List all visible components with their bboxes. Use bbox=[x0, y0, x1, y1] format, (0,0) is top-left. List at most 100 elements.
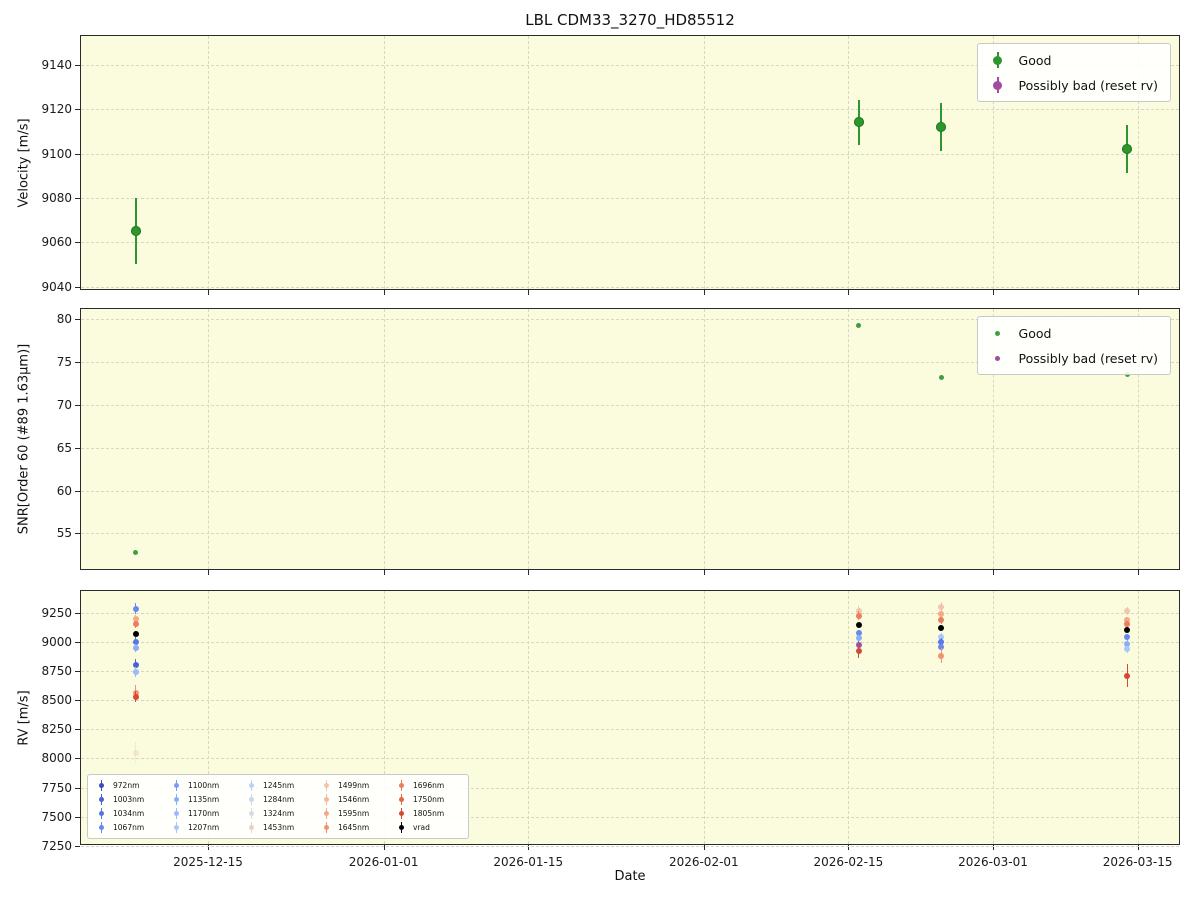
y-tick-mark bbox=[75, 490, 80, 492]
legend-entry: 1546nm bbox=[322, 793, 384, 806]
legend-marker-dot bbox=[986, 349, 1010, 367]
legend-entry: Possibly bad (reset rv) bbox=[986, 74, 1158, 96]
grid-line-horizontal bbox=[81, 109, 1179, 111]
legend-entry: 1067nm bbox=[97, 821, 159, 834]
y-tick-label: 9040 bbox=[41, 279, 72, 294]
x-tick-mark bbox=[208, 570, 210, 575]
y-tick-mark bbox=[75, 109, 80, 111]
y-tick-mark bbox=[75, 670, 80, 672]
grid-line-horizontal bbox=[81, 286, 1179, 288]
data-point bbox=[936, 121, 947, 132]
legend-marker bbox=[247, 780, 256, 791]
y-tick-mark bbox=[75, 846, 80, 847]
grid-line-vertical bbox=[1137, 36, 1139, 289]
data-point bbox=[855, 635, 862, 642]
legend-entry: 1034nm bbox=[97, 807, 159, 820]
data-point bbox=[938, 617, 945, 624]
y-tick-label: 9080 bbox=[41, 190, 72, 205]
grid-line-vertical bbox=[993, 309, 995, 569]
data-point bbox=[132, 645, 139, 652]
legend-marker bbox=[247, 808, 256, 819]
x-tick-label: 2026-02-01 bbox=[668, 855, 739, 869]
data-point bbox=[132, 630, 139, 637]
y-tick-label: 9140 bbox=[41, 57, 72, 72]
legend-column: 972nm 1003nm 1034nm 1067nm bbox=[97, 779, 159, 834]
legend-column: 1100nm 1135nm 1170nm 1207nm bbox=[172, 779, 234, 834]
grid-line-vertical bbox=[383, 36, 385, 289]
legend-entry-label: 1546nm bbox=[338, 795, 370, 804]
legend-marker bbox=[172, 822, 181, 833]
legend-marker-dot bbox=[993, 55, 1003, 65]
legend-marker bbox=[322, 822, 331, 833]
legend-entry: 1696nm bbox=[397, 779, 459, 792]
x-tick-mark bbox=[848, 290, 850, 295]
y-tick-mark bbox=[75, 787, 80, 789]
data-point bbox=[855, 622, 862, 629]
legend-marker bbox=[97, 808, 106, 819]
x-tick-mark bbox=[993, 570, 995, 575]
data-point bbox=[132, 749, 139, 756]
legend-marker-dot bbox=[99, 783, 104, 788]
grid-line-vertical bbox=[383, 591, 385, 844]
y-tick-mark bbox=[75, 362, 80, 364]
legend-entry: Good bbox=[986, 322, 1158, 344]
grid-line-vertical bbox=[383, 309, 385, 569]
data-point bbox=[132, 669, 139, 676]
x-tick-label: 2026-02-15 bbox=[813, 855, 884, 869]
legend-marker-dot bbox=[249, 797, 254, 802]
grid-line-horizontal bbox=[81, 816, 1179, 818]
x-tick-mark bbox=[1137, 570, 1139, 575]
x-tick-mark bbox=[383, 290, 385, 295]
legend-entry-label: Possibly bad (reset rv) bbox=[1018, 350, 1158, 366]
data-point bbox=[132, 605, 139, 612]
legend-marker bbox=[247, 794, 256, 805]
x-tick-mark bbox=[993, 290, 995, 295]
y-tick-mark bbox=[75, 641, 80, 643]
grid-line-horizontal bbox=[81, 533, 1179, 535]
legend-entry-label: 1324nm bbox=[263, 809, 295, 818]
grid-line-horizontal bbox=[81, 319, 1179, 321]
grid-line-horizontal bbox=[81, 670, 1179, 672]
legend-marker-dot bbox=[324, 797, 329, 802]
legend-marker-errorbar bbox=[986, 51, 1010, 69]
legend-entry-label: 1135nm bbox=[188, 795, 220, 804]
legend-entry: 1100nm bbox=[172, 779, 234, 792]
x-tick-mark bbox=[383, 845, 385, 850]
legend-marker-dot bbox=[99, 797, 104, 802]
y-tick-label: 7500 bbox=[41, 809, 72, 824]
legend: Good Possibly bad (reset rv) bbox=[976, 316, 1171, 375]
x-tick-label: 2026-01-01 bbox=[348, 855, 419, 869]
legend-marker bbox=[322, 794, 331, 805]
legend-marker-dot bbox=[249, 825, 254, 830]
x-tick-mark bbox=[528, 290, 530, 295]
legend-marker-dot bbox=[324, 825, 329, 830]
grid-line-vertical bbox=[848, 309, 850, 569]
legend-entry: 1324nm bbox=[247, 807, 309, 820]
x-tick-mark bbox=[848, 570, 850, 575]
data-point bbox=[938, 652, 945, 659]
grid-line-horizontal bbox=[81, 242, 1179, 244]
x-tick-mark bbox=[383, 570, 385, 575]
legend-marker-dot bbox=[174, 825, 179, 830]
x-tick-label: 2026-01-15 bbox=[493, 855, 564, 869]
legend-marker bbox=[247, 822, 256, 833]
data-point bbox=[132, 638, 139, 645]
grid-line-vertical bbox=[848, 36, 850, 289]
legend-entry: 1284nm bbox=[247, 793, 309, 806]
legend-entry-label: 1696nm bbox=[413, 781, 445, 790]
legend-marker-dot bbox=[324, 811, 329, 816]
legend-entry-label: 1034nm bbox=[113, 809, 145, 818]
legend: 972nm 1003nm 1034nm 1067nm 1100nm 1135nm 1170n… bbox=[87, 774, 469, 839]
data-point bbox=[1124, 617, 1131, 624]
y-tick-mark bbox=[75, 64, 80, 66]
y-tick-mark bbox=[75, 612, 80, 614]
legend-entry-label: 1645nm bbox=[338, 823, 370, 832]
grid-line-vertical bbox=[703, 36, 705, 289]
data-point bbox=[938, 633, 945, 640]
legend-entry: vrad bbox=[397, 821, 459, 834]
legend-marker bbox=[397, 780, 406, 791]
grid-line-vertical bbox=[703, 309, 705, 569]
y-tick-label: 8750 bbox=[41, 663, 72, 678]
legend-entry-label: 1207nm bbox=[188, 823, 220, 832]
